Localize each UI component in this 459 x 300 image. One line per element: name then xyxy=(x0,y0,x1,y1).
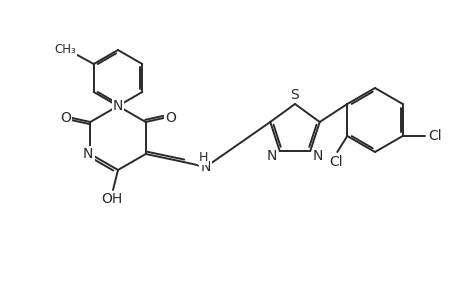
Text: Cl: Cl xyxy=(427,129,441,143)
Text: OH: OH xyxy=(101,192,123,206)
Text: N: N xyxy=(313,149,323,163)
Text: N: N xyxy=(83,147,93,161)
Text: N: N xyxy=(200,160,210,174)
Text: H: H xyxy=(199,151,208,164)
Text: S: S xyxy=(290,88,299,102)
Text: O: O xyxy=(165,111,176,125)
Text: O: O xyxy=(60,111,71,125)
Text: N: N xyxy=(112,99,123,113)
Text: Cl: Cl xyxy=(329,155,342,169)
Text: CH₃: CH₃ xyxy=(54,43,75,56)
Text: N: N xyxy=(266,149,276,163)
